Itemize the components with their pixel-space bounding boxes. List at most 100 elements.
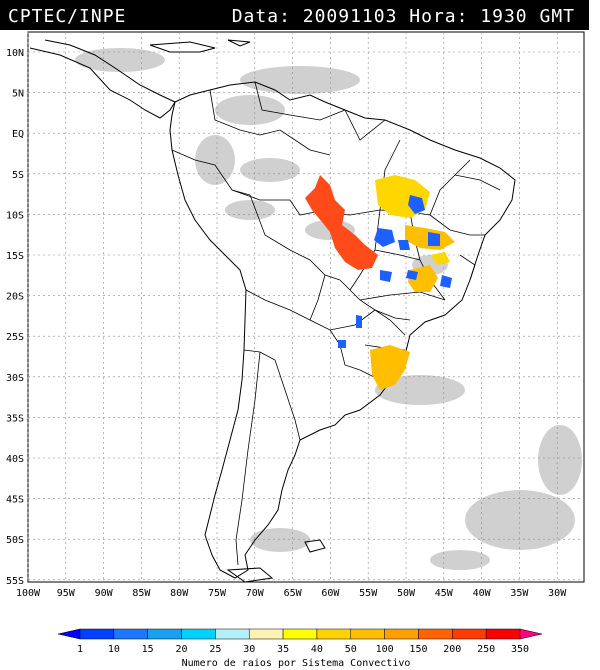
lon-tick-label: 30W	[548, 588, 567, 599]
cloud-patch	[240, 158, 300, 182]
lon-tick-label: 80W	[170, 588, 189, 599]
lat-tick-label: 15S	[6, 251, 24, 262]
state-border	[454, 174, 501, 191]
legend-value: 50	[345, 644, 357, 655]
lat-tick-label: 5S	[12, 170, 24, 181]
central-america-outline	[29, 39, 176, 119]
source-label: CPTEC/INPE	[8, 6, 127, 27]
cloud-patch	[240, 66, 360, 94]
legend-swatch	[248, 628, 284, 640]
state-border	[374, 309, 411, 321]
state-border	[459, 254, 476, 281]
convective-system-blue	[374, 228, 395, 247]
legend-swatch	[519, 628, 543, 640]
border-line	[329, 329, 381, 381]
lon-tick-label: 50W	[397, 588, 416, 599]
legend-swatch	[215, 628, 250, 640]
border-line	[235, 351, 261, 566]
legend-value: 35	[277, 644, 289, 655]
lat-tick-label: 45S	[6, 495, 24, 506]
legend-value: 10	[108, 644, 120, 655]
lon-tick-label: 40W	[473, 588, 492, 599]
tierra-del-fuego-outline	[226, 567, 274, 583]
cloud-patch	[195, 135, 235, 185]
legend-value: 250	[477, 644, 495, 655]
legend-swatch	[316, 628, 352, 640]
lat-tick-label: 10S	[6, 210, 24, 221]
lat-tick-label: 10N	[6, 48, 24, 59]
south-america-outline	[169, 81, 516, 579]
cloud-patch	[375, 375, 465, 405]
legend-value: 25	[209, 644, 221, 655]
legend-value: 150	[409, 644, 427, 655]
border-line	[344, 109, 386, 141]
convective-system-yellow-small	[430, 252, 450, 265]
state-border	[429, 214, 485, 236]
legend-value: 200	[443, 644, 461, 655]
state-border	[359, 291, 446, 301]
state-border	[429, 159, 471, 216]
border-line	[209, 89, 331, 156]
legend-swatch	[452, 628, 487, 640]
legend-value: 40	[311, 644, 323, 655]
cloud-patch	[225, 200, 275, 220]
cloud-patch	[538, 425, 582, 495]
legend-values: 1 10 15 20 25 30 35 40 50 100 150 200 250 350	[77, 644, 529, 655]
legend-swatch	[485, 628, 521, 640]
lon-tick-label: 35W	[510, 588, 529, 599]
legend-value: 30	[243, 644, 255, 655]
cloud-patch	[430, 550, 490, 570]
border-line	[171, 149, 251, 196]
legend-swatch	[79, 628, 115, 640]
cloud-patch	[75, 48, 165, 72]
convective-system-blue	[440, 275, 452, 288]
latitude-labels: 10N 5N EQ 5S 10S 15S 20S 25S 30S 35S 40S 45S 50S 55S	[6, 48, 24, 587]
south-america-map: 10N5NEQ5S10S15S20S25S30S35S40S45S50S55S …	[6, 31, 585, 599]
lat-tick-label: 35S	[6, 413, 24, 424]
lon-tick-label: 60W	[321, 588, 340, 599]
border-line	[254, 81, 346, 121]
legend-swatch	[350, 628, 385, 640]
border-line	[245, 289, 311, 321]
lon-tick-label: 95W	[57, 588, 76, 599]
legend-swatch	[113, 628, 148, 640]
lon-tick-label: 85W	[132, 588, 151, 599]
lat-tick-label: 55S	[6, 576, 24, 587]
lat-tick-label: 50S	[6, 535, 24, 546]
falklands-outline	[304, 539, 326, 553]
lat-tick-label: 30S	[6, 373, 24, 384]
legend-swatch	[282, 628, 318, 640]
convective-system-blue	[356, 315, 362, 328]
legend-value: 350	[511, 644, 529, 655]
lon-tick-label: 45W	[435, 588, 454, 599]
map-header: CPTEC/INPE Data: 20091103 Hora: 1930 GMT	[0, 0, 589, 30]
legend-swatch	[418, 628, 453, 640]
convective-system-orange	[370, 345, 410, 390]
lon-tick-label: 65W	[284, 588, 303, 599]
state-border	[374, 249, 421, 261]
cloud-patch	[465, 490, 575, 550]
coastline	[29, 39, 516, 583]
lon-tick-label: 100W	[16, 588, 41, 599]
convective-system-blue	[408, 195, 425, 214]
legend-caption: Numero de raios por Sistema Convectivo	[182, 658, 411, 669]
legend-swatch	[57, 628, 81, 640]
country-borders	[171, 81, 501, 566]
convective-system-blue	[398, 240, 410, 250]
legend-value: 100	[376, 644, 394, 655]
convective-system-blue	[428, 232, 440, 246]
border-line	[249, 194, 341, 281]
convective-systems	[305, 175, 455, 390]
convective-system-blue	[338, 340, 346, 348]
border-line	[243, 349, 301, 441]
lat-tick-label: 25S	[6, 332, 24, 343]
border-line	[339, 279, 406, 336]
caribbean-islands-outline	[149, 41, 216, 53]
lat-tick-label: 20S	[6, 292, 24, 303]
legend-swatch	[147, 628, 182, 640]
grid-lines	[27, 32, 584, 582]
legend-value: 15	[142, 644, 154, 655]
lat-tick-label: EQ	[12, 129, 24, 140]
legend-color-bar	[57, 628, 543, 640]
legend-swatch	[384, 628, 419, 640]
